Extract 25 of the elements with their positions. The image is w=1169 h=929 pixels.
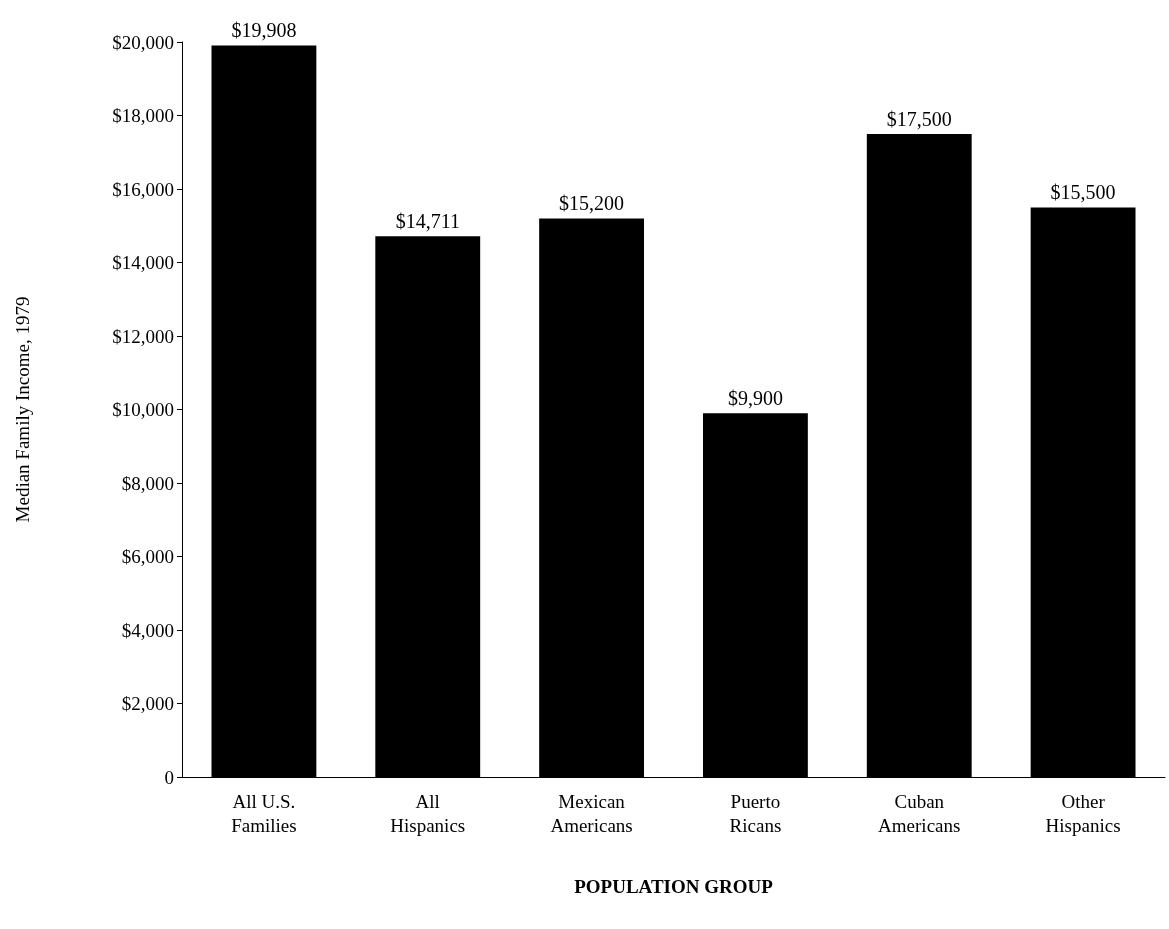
y-tick-label: $4,000 bbox=[121, 619, 174, 641]
y-tick-label: $2,000 bbox=[121, 693, 174, 714]
y-tick-label: $18,000 bbox=[112, 105, 174, 126]
y-tick-label: $10,000 bbox=[112, 399, 174, 420]
data-label: $9,900 bbox=[727, 387, 783, 410]
data-label: $15,200 bbox=[559, 192, 625, 215]
x-tick-label: Puerto Ricans bbox=[729, 790, 782, 836]
x-tick-label: Other Hispanics bbox=[1045, 790, 1121, 836]
data-label: $15,500 bbox=[1050, 181, 1116, 204]
x-axis-title: POPULATION GROUP bbox=[574, 876, 774, 897]
y-tick-label: $8,000 bbox=[121, 472, 174, 494]
y-tick-label: 0 bbox=[164, 766, 174, 788]
x-tick-label: All U.S. Families bbox=[231, 790, 297, 836]
y-tick-label: $20,000 bbox=[112, 31, 174, 53]
y-tick-label: $14,000 bbox=[112, 252, 174, 273]
x-tick-label: All Hispanics bbox=[390, 790, 466, 836]
x-tick-label: Mexican Americans bbox=[550, 790, 633, 836]
x-tick-label: Cuban Americans bbox=[878, 790, 961, 836]
y-tick-label: $12,000 bbox=[112, 325, 174, 347]
data-label: $14,711 bbox=[395, 210, 460, 233]
y-tick-label: $6,000 bbox=[121, 546, 174, 567]
data-label: $19,908 bbox=[231, 19, 297, 42]
data-label: $17,500 bbox=[886, 107, 952, 130]
y-axis-title: Median Family Income, 1979 bbox=[12, 296, 33, 523]
y-tick-label: $16,000 bbox=[112, 178, 174, 200]
